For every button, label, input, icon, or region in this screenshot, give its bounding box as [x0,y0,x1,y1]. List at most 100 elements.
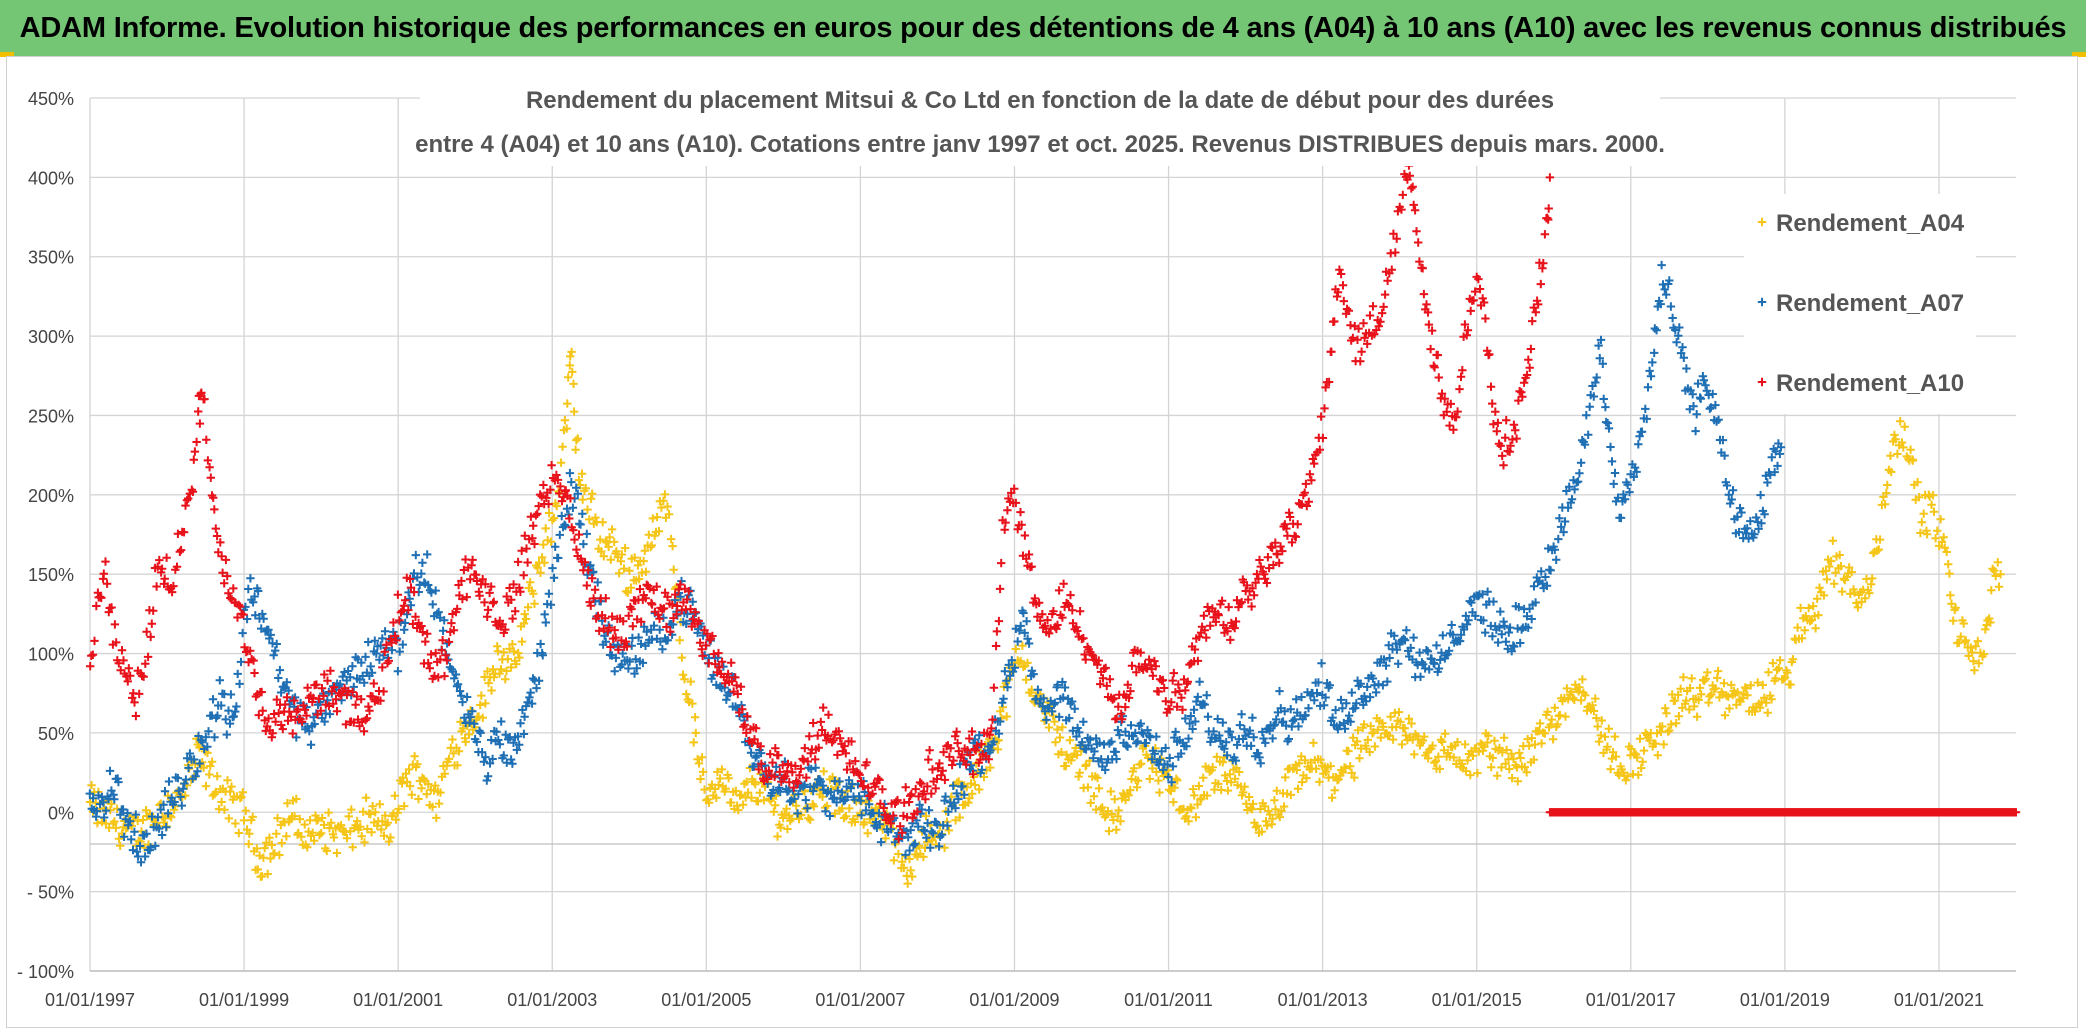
data-point [1578,675,1587,684]
data-point [816,717,825,727]
data-point [461,555,470,564]
data-point [1249,591,1259,600]
data-point [410,752,419,761]
data-point [1484,731,1493,740]
data-point [1750,530,1759,539]
data-point [1223,627,1232,636]
data-point [99,569,108,578]
data-point [114,834,124,843]
data-point [512,659,521,669]
data-point [1773,461,1782,471]
data-point [696,774,705,784]
data-point [1488,399,1497,408]
data-point [1062,750,1071,759]
data-point [217,797,226,807]
data-point [612,547,621,556]
data-point [1479,616,1488,625]
data-point [404,765,414,774]
data-point [901,783,910,792]
data-point [434,799,444,808]
data-point [1001,518,1010,527]
data-point [197,388,206,397]
data-point [434,607,443,617]
data-point [565,514,574,523]
data-point [164,777,174,786]
data-point [1282,524,1291,533]
data-point [803,804,812,813]
data-point [1183,677,1192,686]
data-point [1540,729,1550,738]
data-point [1780,673,1790,682]
data-point [323,676,332,685]
data-point [1038,701,1047,711]
chart-title-line-1: Rendement du placement Mitsui & Co Ltd e… [526,87,1554,114]
data-point [938,766,947,775]
data-point [617,550,627,559]
data-point [1474,591,1483,601]
data-point [1969,656,1978,666]
data-point [1307,476,1316,485]
data-point [541,524,550,533]
data-point [1105,675,1115,684]
data-point [1101,765,1110,775]
data-point [264,625,273,634]
data-point [822,801,832,811]
data-point [841,749,850,758]
data-point [259,853,268,862]
data-point [1562,684,1572,693]
data-point [555,530,564,540]
data-point [702,629,712,638]
data-point [825,811,835,821]
data-point [201,781,211,791]
data-point [142,829,151,838]
data-point [110,795,119,804]
data-point [86,662,95,671]
data-point [85,789,94,798]
data-point [924,806,934,815]
data-point [1405,171,1414,180]
data-point [1182,812,1191,821]
data-point [904,833,913,842]
data-point [1260,802,1269,811]
data-point [677,653,687,662]
data-point [387,645,397,655]
data-point [1495,743,1504,753]
data-point [248,812,257,822]
data-point [953,738,962,748]
data-point [1293,520,1302,529]
data-point [1150,656,1159,666]
data-point [574,530,584,539]
data-point [1529,755,1538,764]
data-point [112,638,121,647]
data-point [1423,308,1433,317]
data-point [440,616,449,625]
data-point [610,537,619,547]
data-point [1674,331,1683,340]
data-point [660,490,670,499]
data-point [921,811,931,821]
data-point [639,622,649,631]
data-point [640,546,649,555]
data-point [632,664,641,673]
data-point [955,813,964,822]
data-point [414,794,423,804]
data-point [647,600,657,609]
data-point [221,555,231,565]
data-point [338,672,347,681]
data-point [195,759,204,768]
data-point [1020,531,1030,540]
data-point [561,486,570,495]
data-point [580,558,590,567]
data-point [1570,485,1579,494]
data-point [369,679,378,688]
data-point [1255,753,1264,762]
data-point [747,793,756,802]
data-point [1185,660,1194,669]
data-point [1235,720,1245,730]
data-point [801,795,810,805]
data-point [1567,687,1576,697]
data-point [658,645,667,654]
data-point [1501,433,1510,442]
data-point [694,759,704,768]
data-point [364,702,373,711]
